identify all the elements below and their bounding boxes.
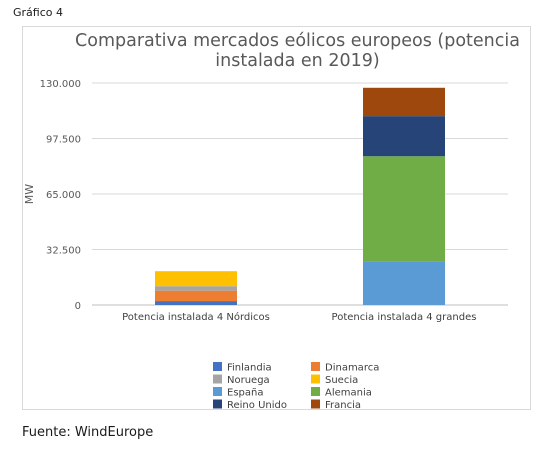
x-tick-label: Potencia instalada 4 grandes	[332, 312, 477, 323]
y-tick-label: 65.000	[46, 190, 81, 201]
y-tick-label: 130.000	[40, 79, 81, 90]
legend-label: Alemania	[325, 388, 372, 399]
legend-swatch	[311, 387, 320, 396]
legend-label: Noruega	[227, 375, 270, 386]
legend-label: Francia	[325, 400, 361, 411]
legend-label: Suecia	[325, 375, 358, 386]
grid-lines	[92, 82, 508, 306]
legend-swatch	[311, 374, 320, 384]
legend-swatch	[213, 399, 222, 409]
chart-frame	[22, 26, 531, 410]
bar-segment	[155, 271, 237, 287]
bar-segment	[155, 290, 237, 302]
bar-segment	[363, 116, 445, 157]
bar-segment	[155, 301, 237, 305]
source-note: Fuente: WindEurope	[22, 425, 154, 440]
x-axis-tick-labels: Potencia instalada 4 Nórdicos Potencia in…	[122, 311, 476, 323]
figure-caption: Gráfico 4	[13, 6, 63, 19]
chart-title: Comparativa mercados eólicos europeos (p…	[70, 31, 525, 71]
y-tick-label: 32.500	[46, 246, 81, 257]
legend-label: Dinamarca	[325, 363, 379, 374]
x-tick-label: Potencia instalada 4 Nórdicos	[122, 311, 270, 323]
legend-swatch	[213, 362, 222, 371]
bars	[155, 87, 445, 305]
bar-segment	[363, 87, 445, 117]
bar-segment	[155, 286, 237, 291]
chart-title-line-2: instalada en 2019)	[215, 51, 380, 71]
legend-label: Reino Unido	[227, 400, 287, 411]
y-axis-tick-labels: 0 32.500 65.000 97.500 130.000	[40, 79, 81, 312]
y-axis-label: MW	[23, 184, 36, 204]
legend-swatch	[311, 362, 320, 371]
legend-swatch	[213, 374, 222, 384]
y-tick-label: 0	[75, 301, 81, 312]
bar-segment	[363, 261, 445, 305]
legend-swatch	[311, 399, 320, 409]
bar-segment	[363, 156, 445, 262]
legend: Finlandia Dinamarca Noruega Suecia España Ale…	[213, 362, 379, 411]
chart-title-line-1: Comparativa mercados eólicos europeos (p…	[75, 31, 520, 51]
legend-label: Finlandia	[227, 363, 272, 374]
y-tick-label: 97.500	[46, 135, 81, 146]
legend-swatch	[213, 387, 222, 396]
legend-label: España	[227, 388, 263, 399]
